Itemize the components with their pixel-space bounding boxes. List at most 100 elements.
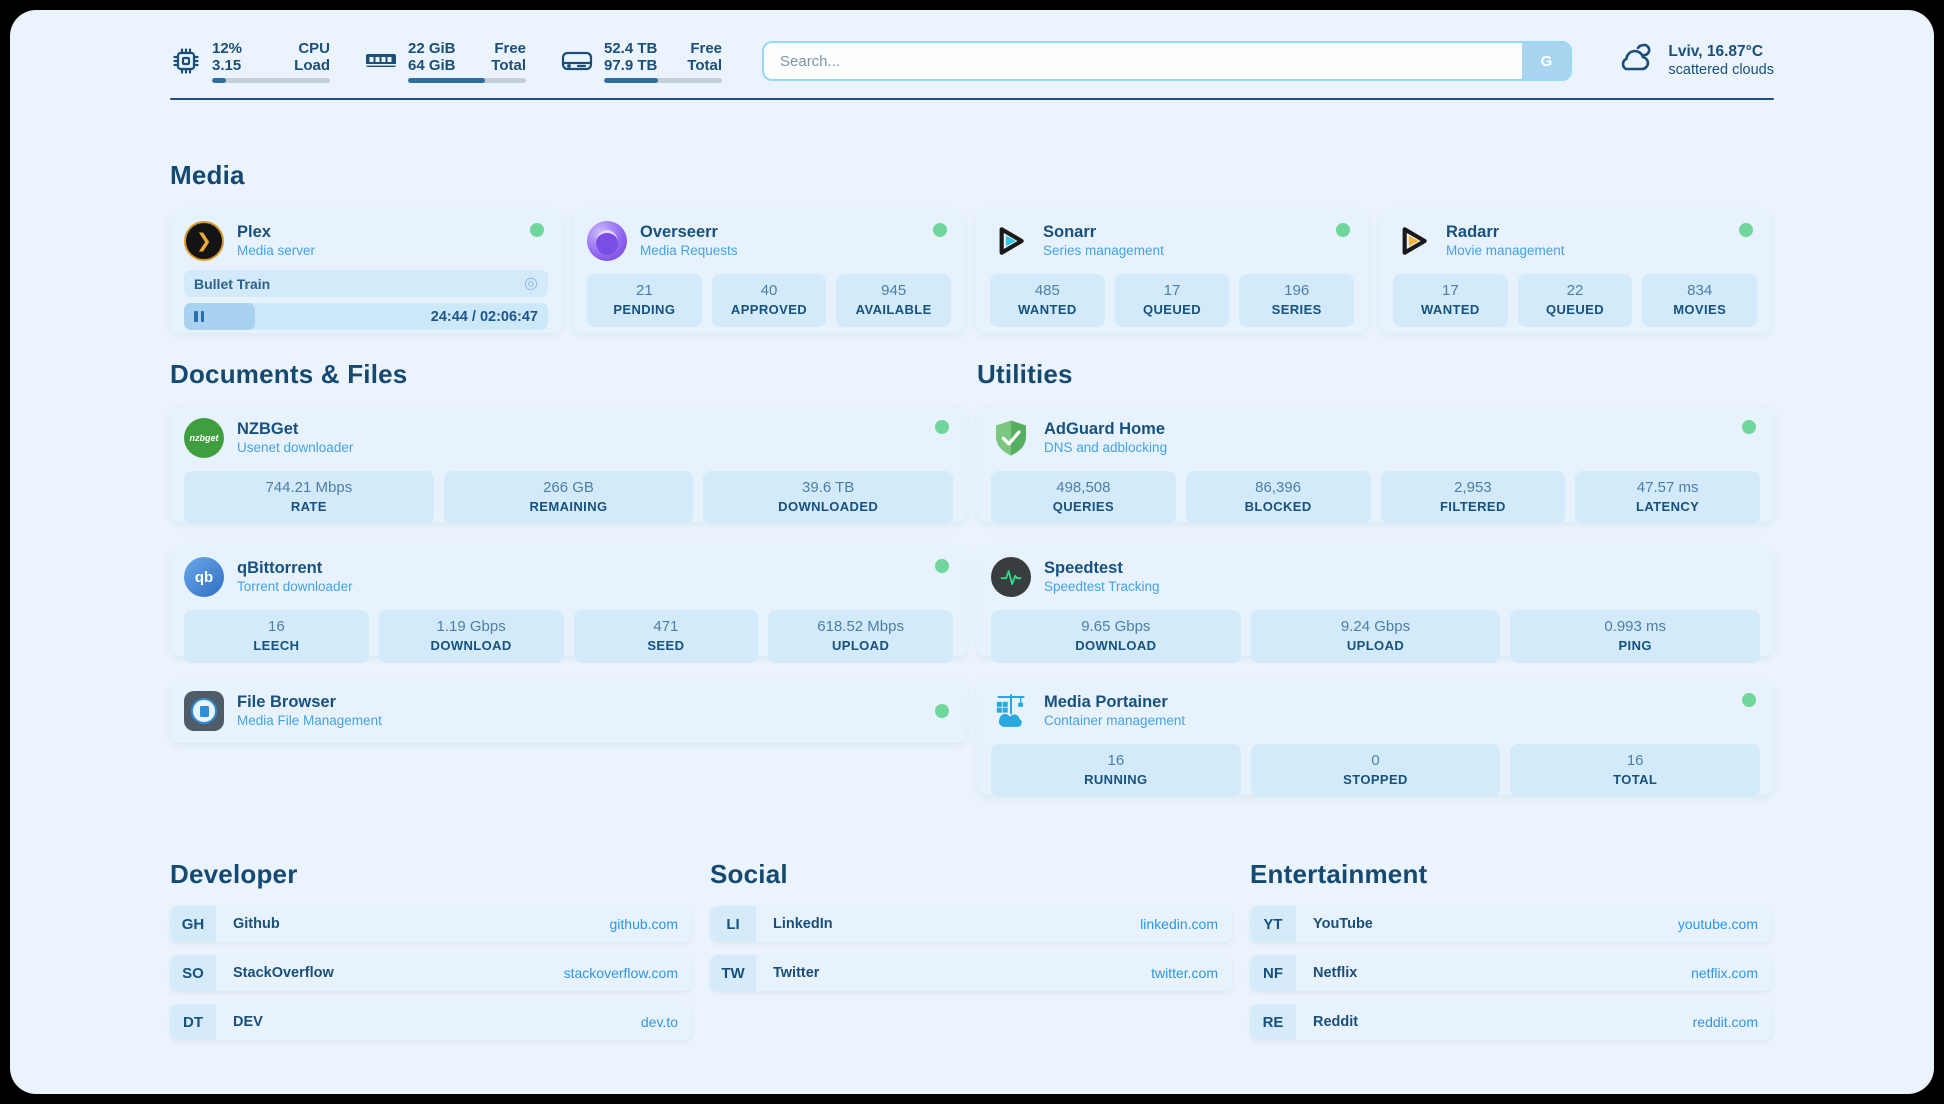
bookmark-name: Reddit (1313, 1014, 1359, 1030)
bookmark-reddit[interactable]: RE Reddit reddit.com (1250, 1004, 1772, 1040)
stat-label: SERIES (1271, 302, 1322, 317)
stat-tile: 9.24 Gbps UPLOAD (1250, 610, 1501, 663)
search-input[interactable] (764, 43, 1523, 79)
bookmark-dev[interactable]: DT DEV dev.to (170, 1004, 692, 1040)
stat-label: PENDING (613, 302, 676, 317)
session-icon[interactable]: ◎ (524, 274, 538, 292)
bookmark-twitter[interactable]: TW Twitter twitter.com (710, 955, 1232, 991)
stat-tile: 17 WANTED (1393, 274, 1508, 327)
bookmark-netflix[interactable]: NF Netflix netflix.com (1250, 955, 1772, 991)
cpu-stat: 12% 3.15 CPU Load (170, 40, 330, 83)
utilities-column: AdGuard Home DNS and adblocking 498,508 … (977, 406, 1774, 797)
ram-meter-fill (408, 77, 485, 83)
app-card-overseerr[interactable]: Overseerr Media Requests 21 PENDING 40 A… (573, 209, 965, 333)
app-card-filebrowser[interactable]: File Browser Media File Management (170, 679, 967, 743)
adguard-icon (991, 418, 1031, 458)
pause-icon[interactable] (194, 311, 204, 322)
stat-label: LEECH (253, 638, 300, 653)
disk-meter-fill (604, 77, 659, 83)
bookmark-url[interactable]: dev.to (640, 1014, 678, 1030)
bookmark-url[interactable]: github.com (609, 916, 678, 932)
cpu-meter (212, 77, 330, 83)
app-card-nzbget[interactable]: nzbget NZBGet Usenet downloader 744.21 M… (170, 406, 967, 524)
app-subtitle: Speedtest Tracking (1044, 579, 1160, 594)
bookmark-youtube[interactable]: YT YouTube youtube.com (1250, 906, 1772, 942)
app-name: Sonarr (1043, 223, 1097, 241)
stat-tile: 47.57 ms LATENCY (1575, 471, 1760, 524)
stat-label: QUERIES (1052, 499, 1115, 514)
ram-stat: 22 GiB 64 GiB Free Total (364, 40, 526, 83)
stat-value: 744.21 Mbps (265, 479, 353, 496)
stat-tile: 16 RUNNING (991, 744, 1241, 797)
section-title-entertainment: Entertainment (1250, 859, 1428, 889)
documents-column: nzbget NZBGet Usenet downloader 744.21 M… (170, 406, 967, 795)
bookmark-github[interactable]: GH Github github.com (170, 906, 692, 942)
stat-tile: 945 AVAILABLE (836, 274, 952, 327)
stat-tile: 471 SEED (573, 610, 759, 663)
stat-tile: 21 PENDING (587, 274, 702, 327)
app-subtitle: Usenet downloader (237, 440, 354, 455)
app-subtitle: Media File Management (237, 713, 382, 728)
bookmark-url[interactable]: linkedin.com (1140, 916, 1218, 932)
weather-condition: scattered clouds (1668, 62, 1774, 78)
status-dot (935, 704, 949, 718)
stat-value: 16 (268, 618, 285, 635)
stat-label: WANTED (1420, 302, 1480, 317)
app-subtitle: Media Requests (640, 243, 738, 258)
bookmark-url[interactable]: twitter.com (1151, 965, 1218, 981)
app-name: AdGuard Home (1044, 420, 1166, 438)
section-title-developer: Developer (170, 859, 298, 889)
app-card-adguard[interactable]: AdGuard Home DNS and adblocking 498,508 … (977, 406, 1774, 524)
bookmark-group-developer: Developer GH Github github.com SO StackO… (170, 859, 692, 1053)
stat-tile: 834 MOVIES (1642, 274, 1758, 327)
disk-total-label: Total (687, 56, 722, 74)
search-box: G (762, 41, 1573, 81)
app-card-sonarr[interactable]: Sonarr Series management 485 WANTED 17 Q… (976, 209, 1368, 333)
app-name: NZBGet (237, 420, 299, 438)
status-dot (1742, 693, 1756, 707)
stat-label: MOVIES (1673, 302, 1727, 317)
stat-label: RUNNING (1084, 772, 1148, 787)
app-name: Overseerr (640, 223, 718, 241)
app-card-qbittorrent[interactable]: qb qBittorrent Torrent downloader 16 LEE… (170, 545, 967, 663)
bookmark-url[interactable]: reddit.com (1692, 1014, 1758, 1030)
disk-total-value: 97.9 TB (604, 56, 658, 74)
bookmark-url[interactable]: netflix.com (1691, 965, 1758, 981)
stat-tile: 39.6 TB DOWNLOADED (703, 471, 954, 524)
bookmark-linkedin[interactable]: LI LinkedIn linkedin.com (710, 906, 1232, 942)
stat-value: 9.24 Gbps (1340, 618, 1411, 635)
playback-time: 24:44 / 02:06:47 (430, 308, 538, 325)
cpu-usage-value: 12% (212, 39, 243, 57)
stat-label: LATENCY (1636, 499, 1700, 514)
playback-progress-fill (184, 303, 255, 330)
speedtest-icon (991, 557, 1031, 597)
ram-total-label: Total (491, 56, 526, 74)
section-title-social: Social (710, 859, 788, 889)
app-card-portainer[interactable]: Media Portainer Container management 16 … (977, 679, 1774, 797)
stat-value: 618.52 Mbps (817, 618, 904, 635)
cpu-load-value: 3.15 (212, 56, 242, 74)
app-card-radarr[interactable]: Radarr Movie management 17 WANTED 22 QUE… (1379, 209, 1771, 333)
header-divider (170, 98, 1774, 100)
stat-label: TOTAL (1613, 772, 1658, 787)
section-title-media: Media (170, 160, 245, 190)
stat-value: 22 (1566, 282, 1584, 299)
status-dot (935, 420, 949, 434)
disk-free-value: 52.4 TB (604, 39, 658, 57)
stat-tile: 16 LEECH (184, 610, 369, 663)
bookmark-name: Github (233, 916, 280, 932)
app-card-speedtest[interactable]: Speedtest Speedtest Tracking 9.65 Gbps D… (977, 545, 1774, 663)
stat-label: PING (1618, 638, 1652, 653)
stat-label: REMAINING (529, 499, 608, 514)
app-name: qBittorrent (237, 559, 323, 577)
search-engine-button[interactable]: G (1522, 43, 1571, 79)
stat-label: FILTERED (1439, 499, 1506, 514)
bookmark-stackoverflow[interactable]: SO StackOverflow stackoverflow.com (170, 955, 692, 991)
app-card-plex[interactable]: ❯ Plex Media server Bullet Train ◎ 24:44… (170, 209, 562, 333)
bookmark-url[interactable]: stackoverflow.com (563, 965, 678, 981)
stat-tile: 744.21 Mbps RATE (184, 471, 434, 524)
sonarr-icon (990, 221, 1030, 261)
app-subtitle: DNS and adblocking (1044, 440, 1168, 455)
bookmark-url[interactable]: youtube.com (1677, 916, 1758, 932)
stat-label: UPLOAD (1346, 638, 1405, 653)
